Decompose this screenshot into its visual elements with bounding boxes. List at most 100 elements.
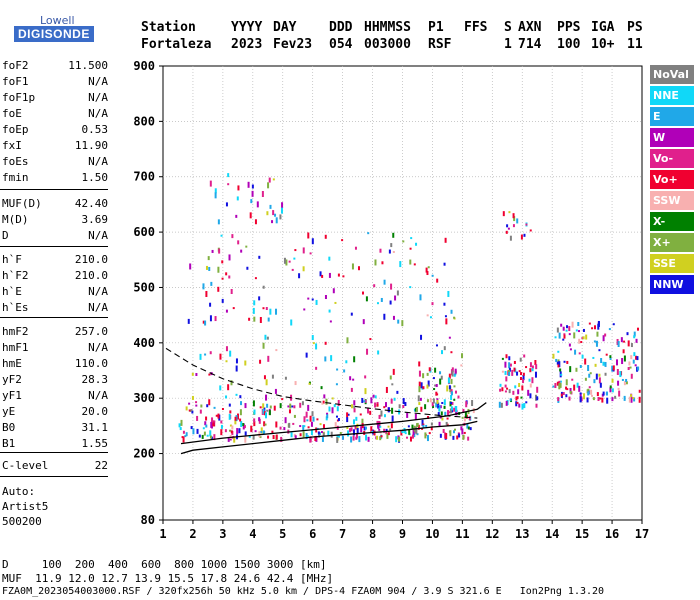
echo-point	[198, 434, 201, 438]
echo-point	[324, 341, 327, 345]
echo-point	[579, 393, 582, 399]
echo-point	[440, 411, 443, 416]
echo-point	[452, 430, 455, 434]
echo-point	[187, 318, 190, 324]
echo-point	[363, 400, 366, 403]
echo-point	[225, 272, 228, 276]
echo-point	[578, 338, 581, 344]
echo-point	[552, 385, 555, 388]
echo-point	[444, 411, 447, 416]
echo-point	[358, 266, 361, 271]
echo-point	[217, 266, 220, 273]
echo-point	[406, 412, 409, 418]
echo-point	[272, 210, 275, 216]
echo-point	[214, 316, 217, 322]
echo-point	[248, 317, 251, 321]
echo-point	[228, 254, 231, 261]
echo-point	[417, 424, 420, 430]
echo-point	[342, 275, 345, 278]
legend-item-x-: X-	[650, 212, 694, 231]
echo-point	[569, 348, 572, 351]
echo-point	[404, 432, 407, 435]
echo-point	[435, 384, 438, 388]
echo-point	[515, 401, 518, 407]
echo-point	[262, 342, 265, 349]
echo-point	[563, 333, 566, 336]
echo-point	[275, 421, 278, 428]
echo-point	[434, 384, 437, 387]
echo-point	[350, 387, 353, 392]
echo-point	[179, 427, 182, 431]
echo-point	[566, 388, 569, 391]
echo-point	[581, 337, 584, 340]
parameter-row: foF2 11.500	[2, 58, 108, 74]
parameter-value: N/A	[88, 107, 108, 120]
parameter-separator	[0, 452, 108, 453]
echo-point	[518, 370, 521, 373]
echo-point	[263, 411, 266, 416]
echo-point	[430, 422, 433, 426]
echo-point	[525, 401, 528, 404]
echo-point	[321, 436, 324, 442]
echo-point	[235, 393, 238, 396]
legend-item-ssw: SSW	[650, 191, 694, 210]
echo-point	[294, 381, 297, 386]
echo-point	[236, 428, 239, 435]
echo-point	[456, 435, 459, 440]
echo-point	[442, 429, 445, 434]
echo-point	[587, 364, 590, 371]
echo-point	[280, 436, 283, 442]
echo-point	[266, 211, 269, 216]
echo-point	[594, 363, 597, 367]
echo-point	[252, 434, 255, 440]
echo-point	[374, 259, 377, 266]
parameter-name: foF2	[2, 59, 29, 72]
echo-point	[454, 373, 457, 376]
echo-point	[230, 289, 233, 295]
echo-point	[429, 316, 432, 319]
echo-point	[327, 430, 330, 436]
echo-point	[254, 219, 257, 225]
echo-point	[471, 400, 474, 407]
echo-point	[508, 367, 511, 372]
echo-point	[623, 395, 626, 401]
echo-point	[293, 405, 296, 409]
echo-point	[523, 233, 526, 237]
echo-point	[352, 435, 355, 441]
echo-point	[534, 371, 537, 378]
echo-point	[445, 421, 448, 425]
echo-point	[602, 391, 605, 396]
echo-point	[383, 428, 386, 433]
echo-point	[569, 390, 572, 394]
echo-point	[345, 360, 348, 364]
echo-point	[204, 353, 207, 356]
echo-point	[311, 411, 314, 417]
echo-point	[314, 436, 317, 442]
parameter-row: yF1 N/A	[2, 388, 108, 404]
echo-point	[463, 416, 466, 422]
echo-point	[237, 240, 240, 245]
echo-point	[347, 413, 350, 416]
echo-point	[370, 426, 373, 433]
echo-point	[238, 428, 241, 434]
parameter-name: foEs	[2, 155, 29, 168]
echo-point	[409, 286, 412, 289]
echo-point	[418, 402, 421, 406]
header-value: Fev23	[273, 37, 313, 52]
echo-point	[267, 435, 270, 439]
echo-point	[609, 387, 612, 393]
echo-point	[448, 385, 451, 390]
echo-point	[409, 247, 412, 250]
echo-point	[367, 436, 370, 442]
logo-lowell: Lowell	[40, 14, 75, 27]
echo-point	[568, 343, 571, 347]
echo-point	[407, 425, 410, 428]
parameter-name: D	[2, 229, 9, 242]
echo-point	[559, 380, 562, 383]
echo-point	[521, 385, 524, 391]
echo-point	[598, 349, 601, 352]
echo-point	[253, 421, 256, 427]
parameter-value: 28.3	[81, 373, 109, 386]
echo-point	[268, 410, 271, 416]
echo-point	[288, 422, 291, 428]
